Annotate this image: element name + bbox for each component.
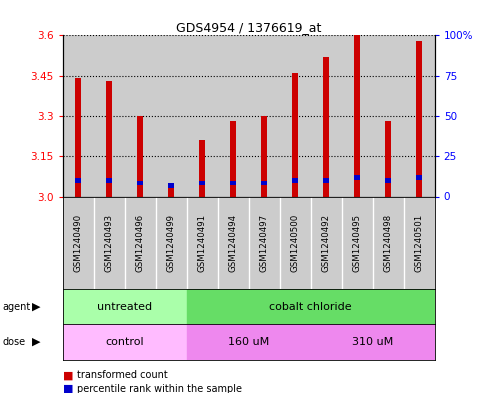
- Bar: [416, 41, 422, 196]
- Text: ▶: ▶: [32, 301, 41, 312]
- Bar: [292, 178, 298, 183]
- Bar: [199, 140, 205, 196]
- Bar: [292, 73, 298, 196]
- Bar: [311, 324, 435, 360]
- Text: GSM1240495: GSM1240495: [353, 214, 362, 272]
- Bar: [385, 121, 391, 196]
- Text: ■: ■: [63, 370, 73, 380]
- Bar: [75, 78, 81, 196]
- Text: ■: ■: [63, 384, 73, 393]
- Bar: [311, 35, 342, 197]
- Text: GSM1240494: GSM1240494: [229, 214, 238, 272]
- Bar: [355, 35, 360, 197]
- Bar: [385, 178, 391, 183]
- Bar: [199, 181, 205, 185]
- Bar: [106, 178, 113, 183]
- Bar: [187, 324, 311, 360]
- Bar: [94, 35, 125, 197]
- Bar: [342, 35, 373, 197]
- Text: GSM1240498: GSM1240498: [384, 214, 393, 272]
- Bar: [373, 35, 404, 197]
- Text: GSM1240493: GSM1240493: [105, 214, 114, 272]
- Bar: [125, 35, 156, 197]
- Bar: [187, 35, 218, 197]
- Bar: [187, 289, 435, 324]
- Text: control: control: [105, 337, 144, 347]
- Text: GSM1240490: GSM1240490: [74, 214, 83, 272]
- Bar: [75, 178, 81, 183]
- Bar: [156, 35, 187, 197]
- Text: GSM1240501: GSM1240501: [415, 213, 424, 272]
- Bar: [168, 184, 174, 188]
- Text: GSM1240500: GSM1240500: [291, 213, 300, 272]
- Text: untreated: untreated: [97, 301, 152, 312]
- Bar: [404, 35, 435, 197]
- Text: agent: agent: [2, 301, 30, 312]
- Bar: [138, 116, 143, 196]
- Text: GSM1240497: GSM1240497: [260, 214, 269, 272]
- Bar: [249, 35, 280, 197]
- Text: percentile rank within the sample: percentile rank within the sample: [77, 384, 242, 393]
- Bar: [169, 183, 174, 196]
- Text: GSM1240491: GSM1240491: [198, 214, 207, 272]
- Bar: [63, 289, 187, 324]
- Text: ▶: ▶: [32, 337, 41, 347]
- Bar: [63, 324, 187, 360]
- Bar: [230, 121, 236, 196]
- Bar: [354, 175, 360, 180]
- Bar: [324, 57, 329, 196]
- Text: 160 uM: 160 uM: [228, 337, 270, 347]
- Bar: [137, 181, 143, 185]
- Title: GDS4954 / 1376619_at: GDS4954 / 1376619_at: [176, 21, 321, 34]
- Bar: [261, 181, 267, 185]
- Bar: [416, 175, 422, 180]
- Text: dose: dose: [2, 337, 26, 347]
- Text: 310 uM: 310 uM: [352, 337, 393, 347]
- Bar: [63, 35, 94, 197]
- Text: cobalt chloride: cobalt chloride: [270, 301, 352, 312]
- Text: GSM1240499: GSM1240499: [167, 214, 176, 272]
- Bar: [106, 81, 112, 196]
- Bar: [218, 35, 249, 197]
- Bar: [280, 35, 311, 197]
- Text: GSM1240496: GSM1240496: [136, 214, 145, 272]
- Text: transformed count: transformed count: [77, 370, 168, 380]
- Text: GSM1240492: GSM1240492: [322, 214, 331, 272]
- Bar: [261, 116, 267, 196]
- Bar: [323, 178, 329, 183]
- Bar: [230, 181, 236, 185]
